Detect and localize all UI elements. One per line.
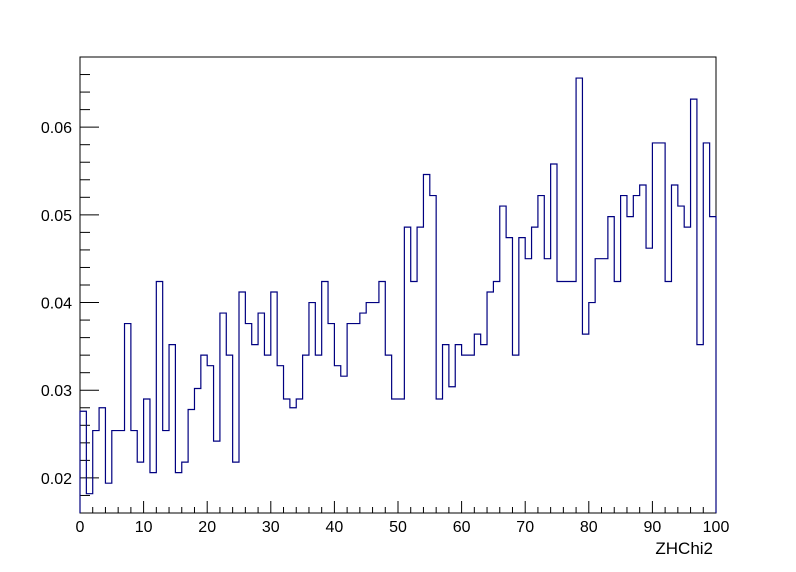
y-tick-label: 0.03: [41, 383, 72, 400]
y-tick-label: 0.02: [41, 471, 72, 488]
x-tick-label: 70: [516, 519, 534, 536]
x-tick-label: 50: [389, 519, 407, 536]
x-axis: 0 10 20 30 40 50 60 70 80 90 100: [76, 501, 730, 536]
y-tick-label: 0.06: [41, 120, 72, 137]
x-tick-label: 20: [198, 519, 216, 536]
x-tick-label: 30: [262, 519, 280, 536]
x-tick-label: 60: [453, 519, 471, 536]
histogram-line: [79, 77, 717, 513]
x-tick-label: 90: [644, 519, 662, 536]
x-tick-label: 10: [135, 519, 153, 536]
x-tick-label: 80: [580, 519, 598, 536]
y-tick-label: 0.04: [41, 296, 72, 313]
x-tick-label: 100: [703, 519, 730, 536]
x-axis-label: ZHChi2: [655, 539, 713, 558]
x-tick-label: 0: [76, 519, 85, 536]
y-axis: 0.02 0.03 0.04 0.05 0.06: [41, 56, 99, 514]
y-tick-label: 0.05: [41, 208, 72, 225]
x-tick-label: 40: [326, 519, 344, 536]
